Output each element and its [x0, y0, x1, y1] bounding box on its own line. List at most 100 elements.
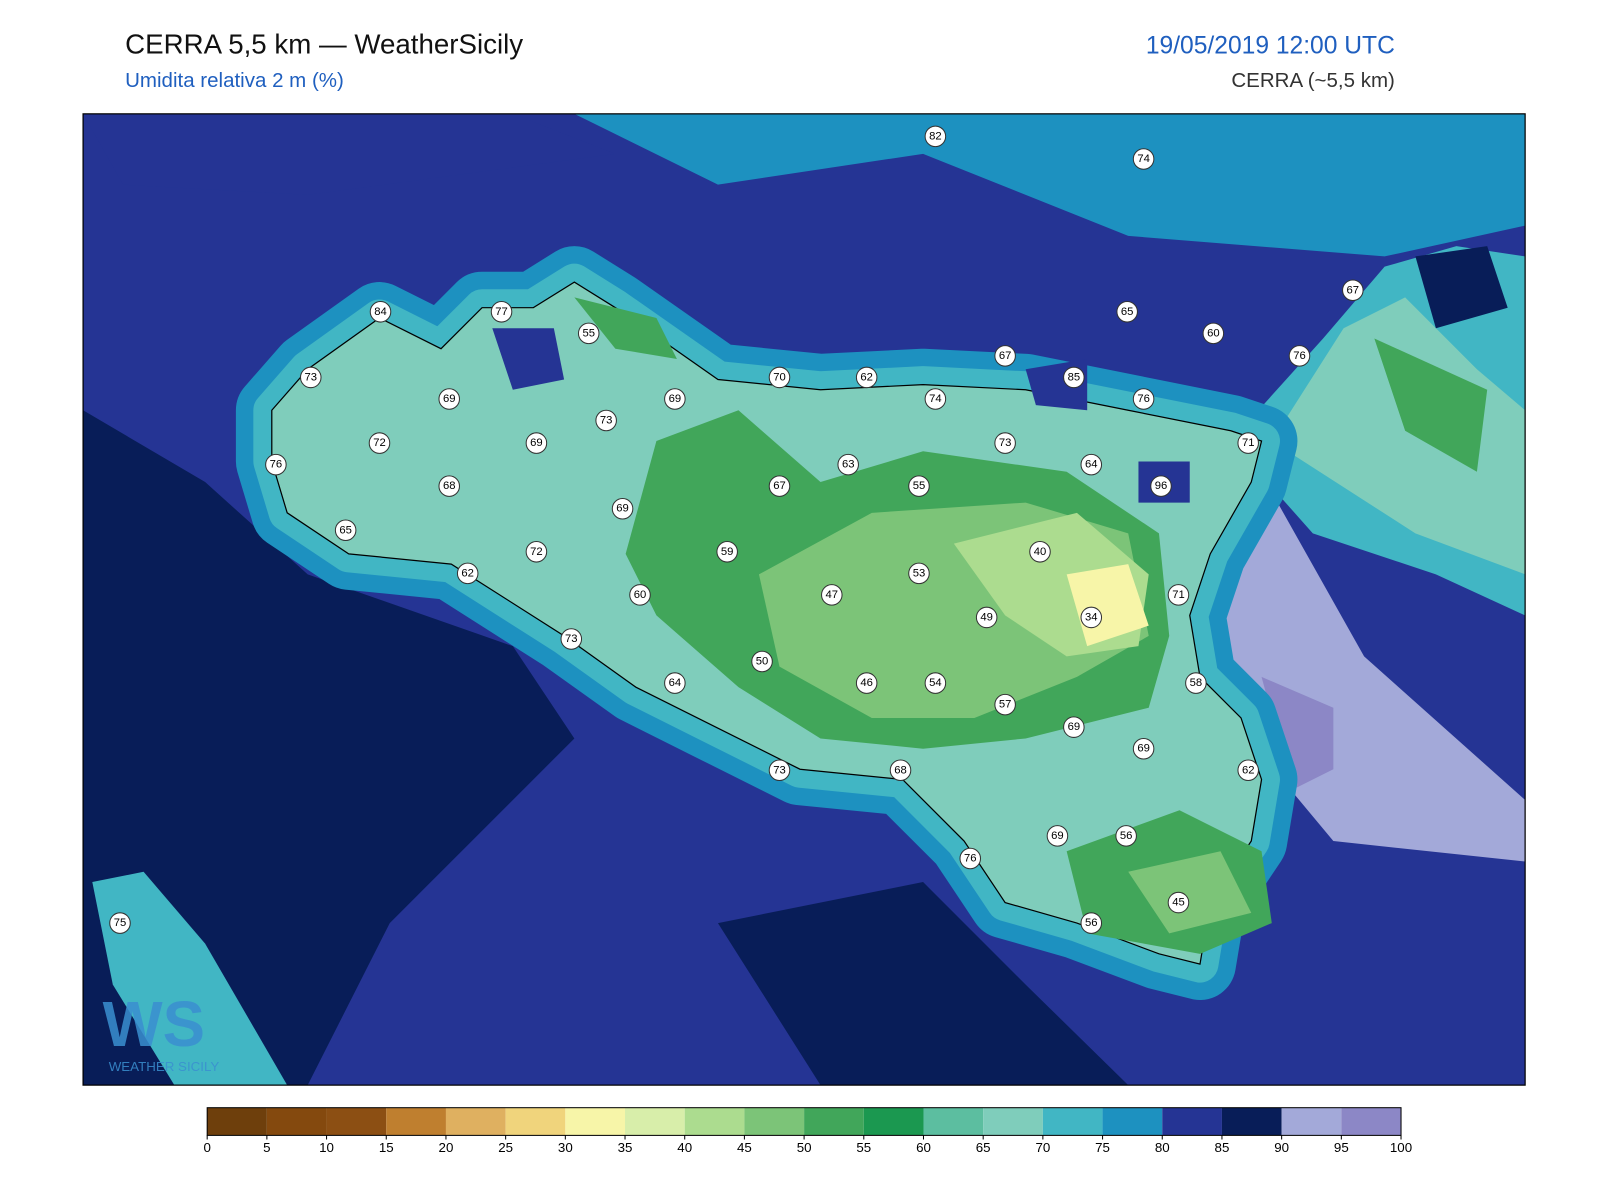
station-marker — [768, 366, 791, 389]
colorbar-tick-label: 30 — [558, 1140, 573, 1155]
station-marker — [975, 606, 998, 629]
station: 96 — [1150, 475, 1172, 497]
colorbar-box — [1281, 1107, 1342, 1136]
station-value: 71 — [1242, 437, 1255, 449]
station: 45 — [1167, 891, 1190, 914]
colorbar-tick-label: 95 — [1334, 1140, 1349, 1155]
station: 58 — [1185, 672, 1207, 694]
calabria — [1271, 297, 1526, 575]
station-marker — [525, 541, 548, 563]
logo-mark: WS — [103, 989, 205, 1060]
station: 60 — [1202, 322, 1225, 345]
colorbar-box — [505, 1107, 566, 1136]
title: CERRA 5,5 km — WeatherSicily — [125, 28, 523, 59]
station-value: 50 — [756, 656, 769, 668]
station-marker — [768, 759, 791, 782]
map-frame — [82, 113, 1526, 1086]
logo-text: WEATHER SICILY — [109, 1059, 220, 1074]
station: 76 — [1288, 345, 1311, 367]
colorbar-tick-label: 50 — [797, 1140, 812, 1155]
field — [83, 113, 1526, 1086]
station-value: 65 — [1121, 306, 1134, 318]
station: 73 — [299, 366, 322, 389]
station-marker — [908, 475, 930, 497]
station: 68 — [438, 475, 460, 497]
station: 71 — [1237, 432, 1259, 454]
station: 73 — [768, 759, 791, 782]
station-marker — [821, 584, 843, 606]
stations: 82 74 84 77 55 67 65 60 76 67 85 70 62 74 76 73 69 69 73 72… — [109, 125, 1364, 934]
station-value: 71 — [1172, 589, 1185, 601]
station-value: 73 — [999, 437, 1012, 449]
station: 62 — [1237, 759, 1259, 782]
station-marker — [525, 432, 548, 454]
colorbar-box — [445, 1107, 506, 1136]
station-marker — [490, 301, 513, 323]
station-value: 53 — [913, 567, 926, 579]
station-value: 45 — [1172, 897, 1185, 909]
colorbar-tick-label: 55 — [856, 1140, 871, 1155]
station-marker — [1046, 825, 1069, 847]
station-value: 56 — [1120, 830, 1133, 842]
station: 54 — [924, 672, 947, 694]
station: 74 — [924, 388, 947, 410]
colorbar-box — [1102, 1107, 1163, 1136]
station-marker — [265, 453, 287, 476]
station-value: 60 — [1207, 327, 1220, 339]
station-value: 69 — [530, 437, 543, 449]
station: 67 — [1342, 279, 1364, 302]
station-marker — [768, 475, 791, 497]
station-marker — [751, 650, 773, 673]
colorbar-tick-label: 70 — [1035, 1140, 1050, 1155]
station-value: 69 — [1051, 830, 1064, 842]
station-value: 65 — [339, 524, 352, 536]
station: 73 — [560, 628, 583, 650]
dry-sea — [83, 410, 575, 1086]
station: 73 — [994, 432, 1016, 454]
station: 50 — [751, 650, 773, 673]
station: 64 — [1080, 453, 1103, 476]
station: 65 — [334, 519, 357, 542]
station-value: 56 — [1085, 917, 1098, 929]
colorbar-box — [625, 1107, 685, 1136]
station-marker — [577, 322, 600, 345]
colorbar-box — [1341, 1107, 1402, 1136]
station-marker — [1185, 672, 1207, 694]
station-value: 76 — [270, 459, 283, 471]
station-value: 69 — [443, 393, 456, 405]
station-marker — [1115, 825, 1137, 847]
station-value: 68 — [443, 480, 456, 492]
station-marker — [994, 693, 1016, 716]
colorbar-tick-label: 90 — [1274, 1140, 1289, 1155]
station: 76 — [959, 847, 982, 870]
station-value: 74 — [1137, 153, 1150, 165]
colorbar-box — [266, 1107, 327, 1136]
datetime: 19/05/2019 12:00 UTC — [1146, 32, 1395, 59]
station: 67 — [994, 345, 1016, 367]
station-value: 68 — [894, 764, 907, 776]
east-sea — [1261, 676, 1334, 790]
station-marker — [1132, 148, 1155, 170]
station-value: 62 — [461, 567, 474, 579]
station-value: 75 — [114, 917, 127, 929]
island — [92, 871, 288, 1086]
station: 34 — [1080, 606, 1103, 629]
station-marker — [1342, 279, 1364, 302]
station: 75 — [109, 912, 131, 934]
station: 69 — [525, 432, 548, 454]
colorbar-tick-label: 60 — [916, 1140, 931, 1155]
station-marker — [1080, 453, 1103, 476]
station: 56 — [1115, 825, 1137, 847]
station-marker — [994, 432, 1016, 454]
colorbar-box — [326, 1107, 387, 1136]
colorbar-tick-label: 15 — [379, 1140, 394, 1155]
station: 71 — [1167, 584, 1190, 606]
colorbar-box — [744, 1107, 805, 1136]
south-east-core — [1128, 851, 1252, 934]
station-marker — [1080, 606, 1103, 629]
station-marker — [1132, 737, 1155, 760]
station-value: 62 — [1242, 764, 1255, 776]
colorbar-box — [1221, 1107, 1282, 1136]
station-marker — [837, 453, 859, 476]
